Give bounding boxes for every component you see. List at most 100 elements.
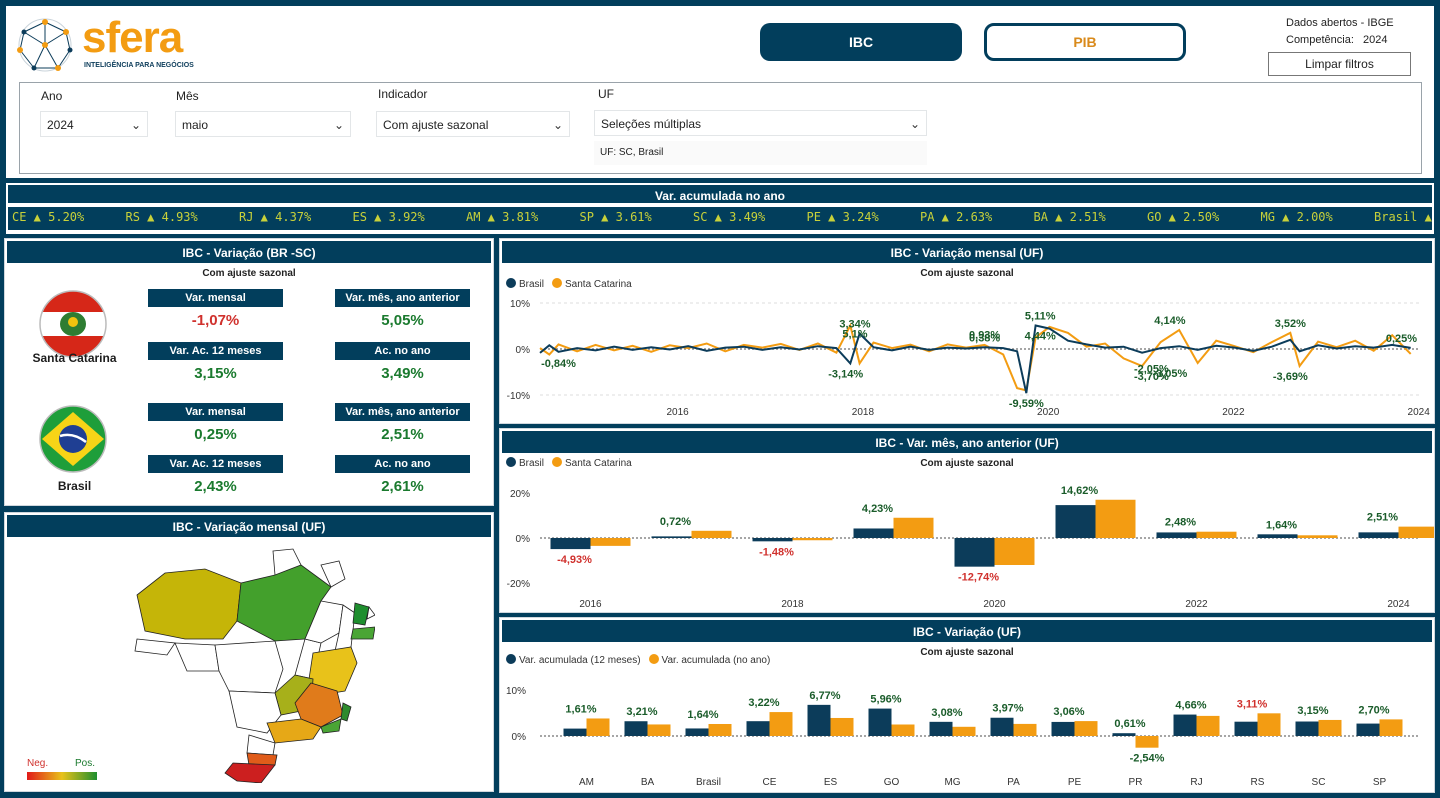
bar-brasil [1156, 532, 1197, 538]
legend-label: Santa Catarina [565, 458, 632, 469]
ticker-item: SP ▲ 3.61% [579, 210, 652, 224]
bar-brasil [1358, 532, 1399, 538]
map-state-ce [352, 602, 370, 626]
x-tick-label: CE [763, 777, 777, 788]
legend-item-brasil[interactable]: Brasil [506, 457, 544, 469]
bar-no-ano [1379, 719, 1403, 736]
legend-dot [506, 278, 516, 288]
logo-tagline: INTELIGÊNCIA PARA NEGÓCIOS [84, 62, 194, 69]
uf-label: UF [598, 87, 614, 101]
legend-item-12m[interactable]: Var. acumulada (12 meses) [506, 654, 641, 666]
data-label: -3,05% [1152, 368, 1187, 380]
bar-santa-catarina [893, 517, 934, 538]
ticker-item: PA ▲ 2.63% [920, 210, 993, 224]
bar-santa-catarina [994, 538, 1035, 565]
yoy-chart-panel: IBC - Var. mês, ano anterior (UF) Com aj… [499, 428, 1435, 613]
bar-no-ano [952, 726, 976, 736]
santa-catarina-flag-icon [39, 290, 107, 358]
y-tick-label: 20% [510, 489, 530, 500]
data-label: 6,77% [809, 690, 840, 702]
map-legend-neg: Neg. [27, 758, 49, 769]
x-tick-label: 2024 [1387, 599, 1410, 610]
br-var-mensal-value: 0,25% [194, 426, 237, 443]
map-panel: IBC - Variação mensal (UF) [4, 512, 494, 792]
br-var-mensal-label: Var. mensal [148, 403, 283, 421]
y-tick-label: 10% [506, 686, 526, 697]
data-label: -2,05% [1134, 363, 1169, 375]
tab-ibc[interactable]: IBC [760, 23, 962, 61]
uf-value: Seleções múltiplas [601, 117, 702, 131]
bar-santa-catarina [1196, 531, 1237, 538]
map-state-mt [214, 640, 284, 694]
x-tick-label: 2020 [1037, 407, 1060, 418]
data-label: 0,61% [1114, 718, 1145, 730]
x-tick-label: 2020 [983, 599, 1006, 610]
bar-12-meses [1112, 733, 1136, 736]
bar-12-meses [990, 717, 1014, 736]
legend-item-sc[interactable]: Santa Catarina [552, 457, 632, 469]
legend-label: Var. acumulada (no ano) [661, 655, 771, 666]
data-label: -2,54% [1130, 753, 1165, 765]
ticker-item: BA ▲ 2.51% [1033, 210, 1106, 224]
bar-12-meses [1234, 721, 1258, 736]
competencia-label: Competência: [1286, 34, 1354, 46]
x-tick-label: 2022 [1185, 599, 1208, 610]
indicador-select[interactable]: Com ajuste sazonal ⌄ [376, 111, 570, 137]
x-tick-label: GO [884, 777, 900, 788]
yoy-chart-legend: Brasil Santa Catarina [506, 457, 632, 469]
data-label: 0,93% [969, 330, 1000, 342]
mes-select[interactable]: maio ⌄ [175, 111, 351, 137]
br-var-mes-ano-label: Var. mês, ano anterior [335, 403, 470, 421]
sc-var-12-label: Var. Ac. 12 meses [148, 342, 283, 360]
x-tick-label: RJ [1190, 777, 1202, 788]
y-tick-label: 0% [512, 732, 527, 743]
bar-no-ano [1013, 723, 1037, 736]
legend-item-brasil[interactable]: Brasil [506, 278, 544, 290]
legend-item-sc[interactable]: Santa Catarina [552, 278, 632, 290]
yoy-chart-subtitle: Com ajuste sazonal [920, 458, 1014, 469]
series-line-brasil [539, 324, 1411, 394]
ticker-item: RJ ▲ 4.37% [239, 210, 312, 224]
sc-var-mensal-label: Var. mensal [148, 289, 283, 307]
data-label: 5,1% [842, 328, 867, 340]
tab-pib[interactable]: PIB [984, 23, 1186, 61]
data-label: 3,11% [1237, 698, 1268, 710]
bar-no-ano [1074, 721, 1098, 736]
data-label: 4,66% [1175, 700, 1206, 712]
data-label: 1,61% [565, 703, 596, 715]
bar-no-ano [769, 712, 793, 736]
data-label: 3,97% [992, 703, 1023, 715]
brazil-map[interactable] [125, 543, 375, 783]
bar-12-meses [807, 704, 831, 736]
uf-chart: 10% 0% 1,61% AM 3,21% BA 1,64% Brasil 3,22% CE 6,7… [506, 686, 1420, 788]
legend-item-ano[interactable]: Var. acumulada (no ano) [648, 654, 771, 666]
map-state-sc [246, 752, 278, 766]
bar-santa-catarina [1095, 499, 1136, 538]
clear-filters-button[interactable]: Limpar filtros [1268, 52, 1411, 76]
map-state-ap [320, 560, 346, 588]
map-state-pr [246, 734, 276, 756]
data-label: 2,48% [1165, 517, 1196, 529]
x-tick-label: 2018 [852, 407, 875, 418]
x-tick-label: SC [1312, 777, 1326, 788]
uf-chart-title: IBC - Variação (UF) [500, 618, 1434, 644]
br-var-mes-ano-value: 2,51% [381, 426, 424, 443]
chevron-down-icon: ⌄ [333, 118, 344, 132]
legend-label: Var. acumulada (12 meses) [519, 655, 641, 666]
ano-value: 2024 [47, 118, 74, 132]
ano-select[interactable]: 2024 ⌄ [40, 111, 148, 137]
chevron-down-icon: ⌄ [909, 117, 920, 131]
x-tick-label: 2016 [579, 599, 602, 610]
bar-12-meses [1295, 721, 1319, 736]
data-label: -3,70% [1134, 371, 1169, 383]
ticker-item: ES ▲ 3.92% [352, 210, 425, 224]
x-tick-label: PA [1007, 777, 1020, 788]
ticker-item: RS ▲ 4.93% [125, 210, 198, 224]
data-label: -0,84% [541, 358, 576, 370]
x-tick-label: 2022 [1222, 407, 1245, 418]
uf-select[interactable]: Seleções múltiplas ⌄ [594, 110, 927, 136]
bar-12-meses [624, 721, 648, 736]
chevron-down-icon: ⌄ [552, 118, 563, 132]
legend-dot [552, 457, 563, 467]
bar-12-meses [1173, 714, 1197, 736]
